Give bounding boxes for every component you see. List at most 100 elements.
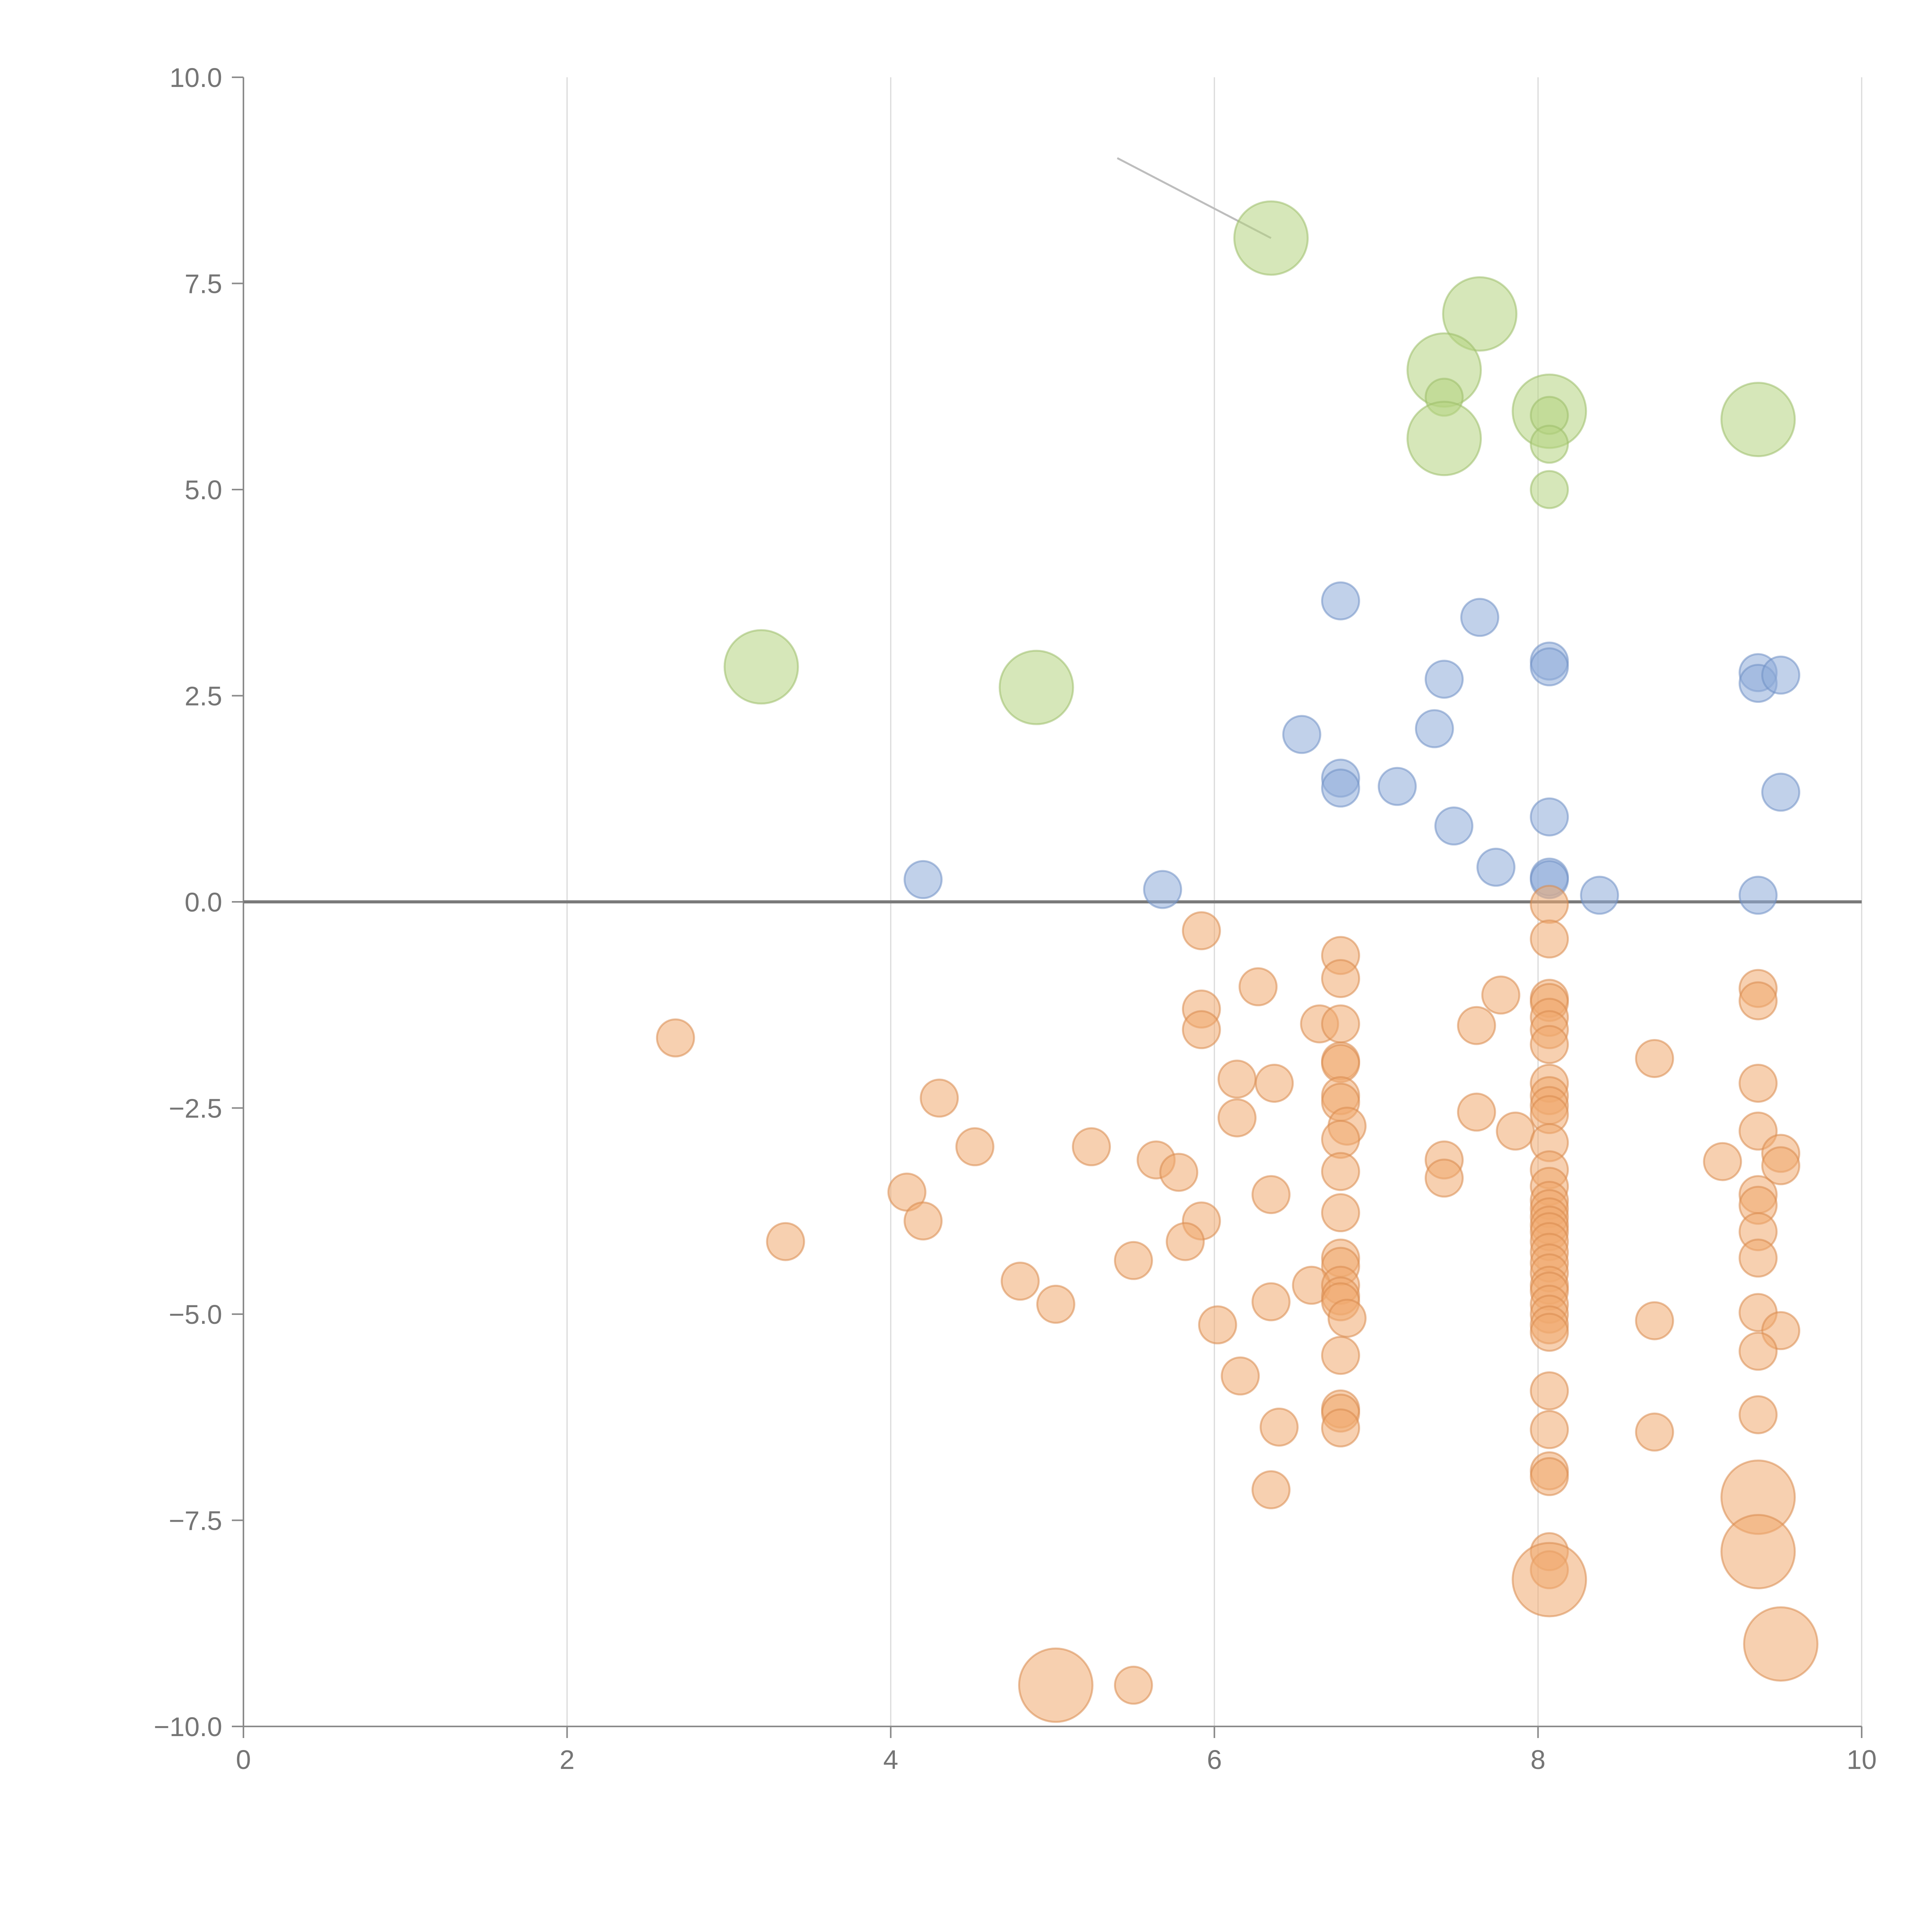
point-negative-103	[1635, 1412, 1674, 1452]
y-axis-ticks: 10.0 7.5 5.0 2.5 0.0 −2.5 −5.0 −7.5 −10.0	[154, 63, 243, 1742]
point-upper-6	[1530, 425, 1569, 464]
point-negative-23	[1217, 1060, 1257, 1099]
point-negative-20	[1635, 1039, 1674, 1078]
y-tick-label-1: 7.5	[185, 269, 222, 299]
point-negative-34	[1217, 1098, 1257, 1138]
point-negative-15	[1457, 1006, 1496, 1045]
y-tick-label-8: −10.0	[154, 1712, 222, 1742]
point-negative-45	[1703, 1142, 1742, 1181]
point-upper-10	[723, 629, 799, 705]
point-negative-66	[1165, 1222, 1205, 1261]
point-positive-20	[1143, 870, 1182, 909]
point-negative-19	[1530, 1025, 1569, 1064]
point-negative-93	[1738, 1332, 1778, 1371]
point-upper-7	[1406, 401, 1482, 476]
point-negative-81	[1251, 1282, 1291, 1321]
x-tick-label-10: 10	[1847, 1745, 1877, 1775]
point-upper-0	[1233, 200, 1309, 276]
point-negative-41	[1072, 1127, 1111, 1167]
point-positive-21	[1580, 876, 1619, 915]
point-negative-92	[1530, 1313, 1569, 1352]
point-positive-12	[1378, 767, 1417, 806]
point-negative-53	[1251, 1175, 1291, 1214]
y-tick-label-6: −5.0	[169, 1299, 222, 1330]
x-tick-label-8: 8	[1531, 1745, 1546, 1775]
point-negative-96	[1530, 1371, 1569, 1410]
point-negative-5	[1238, 967, 1278, 1007]
point-positive-7	[1761, 655, 1801, 695]
point-negative-94	[1321, 1336, 1360, 1375]
point-positive-9	[1282, 715, 1321, 754]
point-positive-15	[1434, 806, 1474, 846]
point-positive-8	[1415, 709, 1454, 748]
point-negative-114	[1114, 1665, 1153, 1705]
point-negative-100	[1259, 1407, 1299, 1447]
point-negative-102	[1530, 1410, 1569, 1449]
point-negative-36	[1496, 1111, 1535, 1151]
point-positive-19	[903, 860, 943, 899]
point-upper-9	[1530, 470, 1569, 509]
y-tick-label-0: 10.0	[170, 63, 222, 93]
point-negative-49	[1159, 1153, 1199, 1192]
point-negative-95	[1221, 1356, 1260, 1396]
point-negative-7	[1481, 975, 1520, 1015]
point-negative-29	[920, 1078, 959, 1118]
x-tick-label-0: 0	[236, 1745, 251, 1775]
point-negative-105	[1530, 1457, 1569, 1496]
y-tick-label-3: 2.5	[185, 681, 222, 711]
point-negative-106	[1251, 1470, 1291, 1510]
point-negative-83	[1036, 1284, 1075, 1324]
point-negative-50	[1424, 1158, 1464, 1198]
point-negative-65	[766, 1222, 805, 1261]
x-tick-label-2: 2	[560, 1745, 575, 1775]
point-negative-113	[1018, 1647, 1094, 1723]
point-positive-11	[1321, 769, 1360, 808]
point-upper-8	[1720, 382, 1796, 457]
point-negative-111	[1512, 1542, 1587, 1617]
point-negative-99	[1738, 1395, 1778, 1434]
y-tick-label-4: 0.0	[185, 887, 222, 917]
y-tick-label-5: −2.5	[169, 1094, 222, 1124]
point-positive-16	[1476, 847, 1516, 887]
axes	[243, 77, 1862, 1727]
point-positive-3	[1530, 647, 1569, 687]
point-positive-14	[1530, 797, 1569, 837]
point-negative-46	[1761, 1146, 1801, 1185]
point-negative-18	[656, 1018, 695, 1058]
point-negative-87	[1327, 1299, 1367, 1338]
point-positive-1	[1460, 598, 1500, 637]
point-negative-69	[1738, 1238, 1778, 1278]
point-negative-1	[1182, 911, 1221, 951]
point-negative-32	[1457, 1092, 1496, 1132]
point-negative-112	[1743, 1606, 1819, 1682]
point-negative-60	[903, 1201, 943, 1241]
point-negative-40	[955, 1127, 995, 1167]
y-tick-label-7: −7.5	[169, 1506, 222, 1536]
point-positive-22	[1738, 876, 1778, 915]
point-negative-89	[1198, 1305, 1237, 1345]
x-tick-label-6: 6	[1207, 1745, 1222, 1775]
point-upper-1	[1442, 276, 1518, 352]
y-tick-label-2: 5.0	[185, 475, 222, 505]
point-negative-25	[1738, 1063, 1778, 1103]
point-positive-4	[1424, 660, 1464, 699]
point-negative-24	[1255, 1063, 1294, 1103]
point-negative-0	[1530, 884, 1569, 924]
point-negative-58	[1321, 1193, 1360, 1233]
point-negative-17	[1182, 1010, 1221, 1049]
point-upper-11	[998, 650, 1074, 725]
point-negative-14	[1321, 1004, 1360, 1044]
point-negative-71	[1114, 1241, 1153, 1280]
point-negative-4	[1321, 959, 1360, 998]
point-negative-109	[1720, 1514, 1796, 1590]
point-positive-13	[1761, 772, 1801, 812]
point-positive-0	[1321, 581, 1360, 621]
point-negative-75	[1000, 1262, 1040, 1301]
data-points	[656, 200, 1819, 1723]
point-negative-101	[1321, 1408, 1360, 1447]
x-tick-label-4: 4	[883, 1745, 898, 1775]
point-negative-10	[1738, 981, 1778, 1020]
point-negative-2	[1530, 919, 1569, 959]
x-axis-ticks: 0 2 4 6 8 10	[236, 1726, 1877, 1775]
